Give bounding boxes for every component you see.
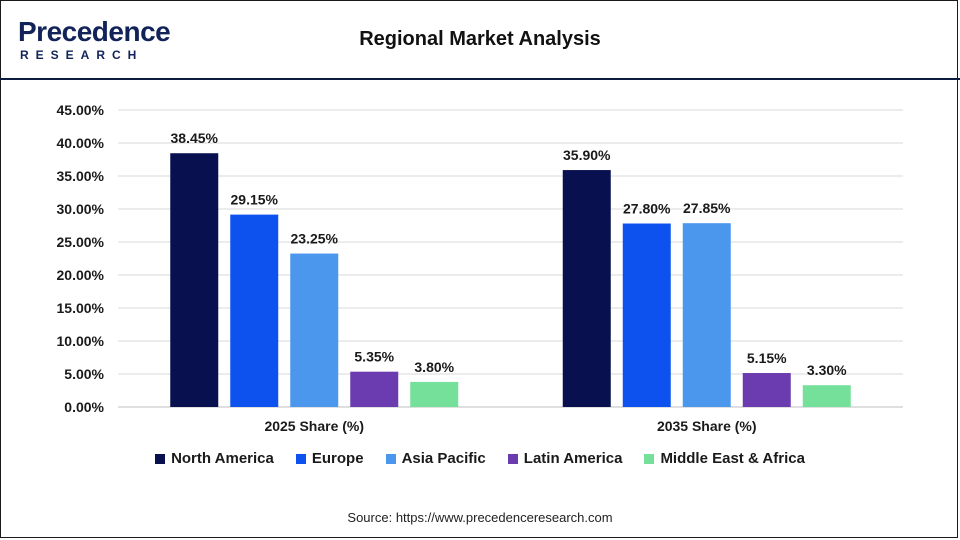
brand-logo: Precedence RESEARCH: [18, 16, 171, 64]
legend-swatch: [295, 453, 306, 464]
header: Precedence RESEARCH Regional Market Anal…: [0, 0, 960, 80]
legend-label: Asia Pacific: [401, 450, 486, 467]
bar: [410, 381, 459, 407]
x-category-label: 2035 Share (%): [657, 418, 757, 434]
bar: [290, 253, 339, 407]
y-tick-label: 10.00%: [57, 333, 105, 349]
data-label: 27.80%: [623, 201, 671, 217]
y-tick-label: 15.00%: [57, 300, 105, 316]
y-tick-label: 40.00%: [57, 135, 105, 151]
legend-swatch: [644, 453, 655, 464]
bar-chart: 0.00% 5.00% 10.00% 15.00% 20.00% 25.00% 30.00%…: [57, 102, 903, 434]
y-tick-label: 35.00%: [57, 168, 105, 184]
y-tick-label: 45.00%: [57, 102, 105, 118]
legend-item: Latin America: [507, 450, 623, 467]
legend-swatch: [155, 453, 166, 464]
data-label: 3.80%: [414, 359, 454, 375]
bar: [622, 223, 671, 407]
legend-label: Europe: [311, 450, 364, 467]
legend-item: Europe: [295, 450, 364, 467]
legend-item: North America: [155, 450, 274, 467]
y-tick-label: 25.00%: [57, 234, 105, 250]
data-label: 5.35%: [354, 349, 394, 365]
legend-item: Asia Pacific: [385, 450, 486, 467]
data-label: 38.45%: [171, 130, 219, 146]
data-label: 3.30%: [807, 362, 847, 378]
data-label: 27.85%: [683, 200, 731, 216]
y-tick-label: 5.00%: [64, 366, 104, 382]
data-label: 23.25%: [291, 231, 339, 247]
data-label: 29.15%: [231, 192, 279, 208]
bar: [742, 373, 791, 407]
logo-subtext: RESEARCH: [20, 48, 144, 62]
legend-item: Middle East & Africa: [644, 450, 805, 467]
bar: [230, 214, 279, 407]
data-label: 35.90%: [563, 147, 611, 163]
legend-swatch: [507, 453, 518, 464]
bar: [170, 153, 219, 407]
legend-label: Latin America: [523, 450, 623, 467]
y-tick-label: 20.00%: [57, 267, 105, 283]
bar: [562, 170, 611, 407]
bar: [802, 385, 851, 407]
legend-label: North America: [171, 450, 274, 467]
legend-label: Middle East & Africa: [660, 450, 805, 467]
y-tick-label: 30.00%: [57, 201, 105, 217]
bar: [350, 371, 399, 407]
data-label: 5.15%: [747, 350, 787, 366]
chart-legend: North America Europe Asia Pacific Latin Ame…: [0, 450, 960, 467]
source-note: Source: https://www.precedenceresearch.c…: [347, 510, 613, 525]
chart-title: Regional Market Analysis: [359, 28, 601, 50]
x-category-label: 2025 Share (%): [264, 418, 364, 434]
logo-wordmark: Precedence: [18, 16, 171, 47]
y-tick-label: 0.00%: [64, 399, 104, 415]
legend-swatch: [385, 453, 396, 464]
bar: [682, 223, 731, 407]
